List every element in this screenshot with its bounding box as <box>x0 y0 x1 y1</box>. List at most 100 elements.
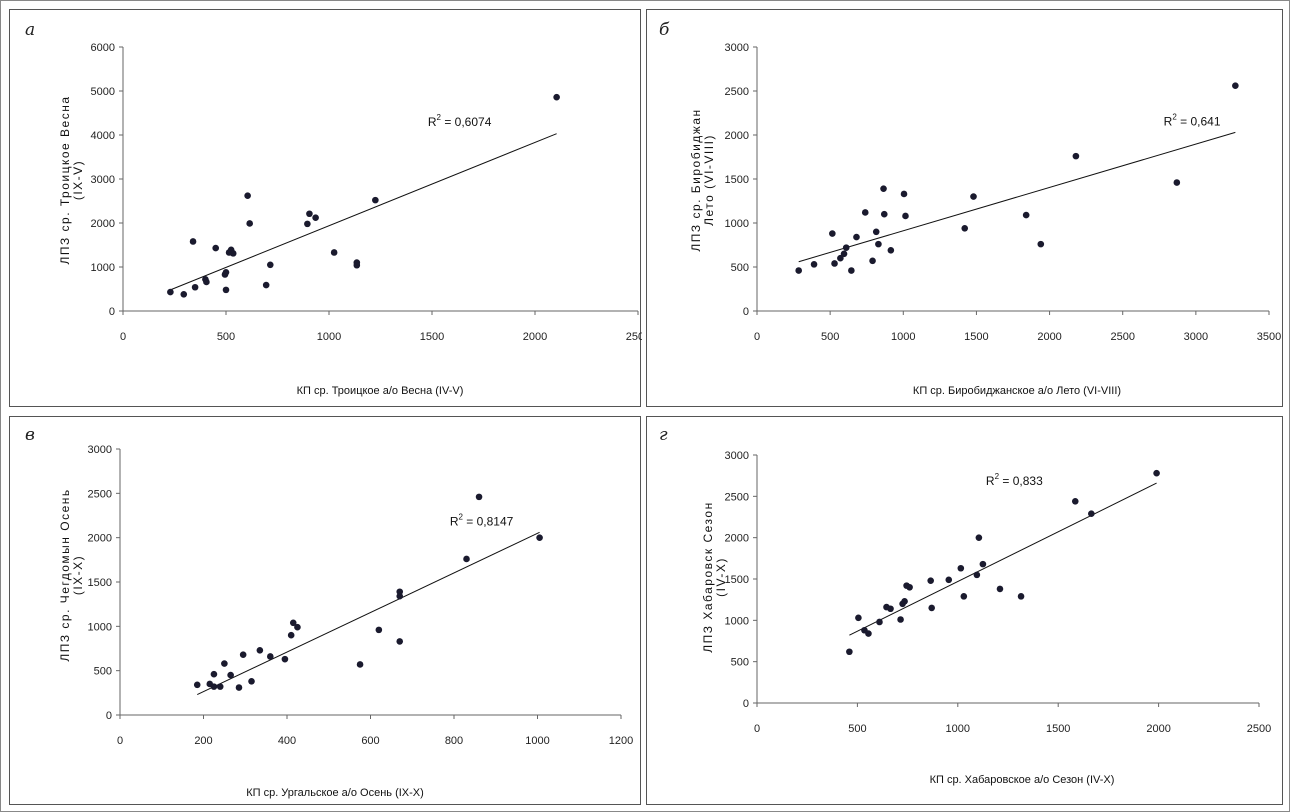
x-tick-label: 1500 <box>1046 723 1070 735</box>
r-squared-label: R2 = 0,641 <box>1164 112 1221 128</box>
data-point <box>861 209 869 216</box>
y-tick-label: 2000 <box>725 130 749 142</box>
chart-panel-b: б 0 500 1000 1500 2000 2500 3000 0 500 1000 1500 20… <box>646 9 1283 407</box>
data-point <box>216 683 224 690</box>
x-axis-label: КП ср. Хабаровское а/о Сезон (IV-X) <box>929 774 1115 786</box>
x-tick-label: 2500 <box>1110 331 1134 343</box>
data-point <box>246 220 253 227</box>
x-tick-label: 2500 <box>626 331 642 343</box>
data-point <box>372 196 379 204</box>
data-point <box>1232 82 1239 90</box>
r-squared-label: R2 = 0,6074 <box>428 113 492 129</box>
y-tick-label: 1000 <box>91 262 115 274</box>
y-tick-label: 1500 <box>725 574 749 586</box>
data-point <box>846 648 853 656</box>
data-point <box>975 534 983 541</box>
data-point <box>180 290 188 298</box>
data-point <box>906 583 913 591</box>
y-tick-label: 1000 <box>725 218 749 230</box>
x-tick-label: 1500 <box>420 331 444 343</box>
data-point <box>210 670 218 678</box>
scatter-plot-d: 0 500 1000 1500 2000 2500 3000 0 500 1000 1500 2000… <box>725 450 1272 735</box>
x-tick-label: 0 <box>120 331 126 343</box>
data-point <box>287 631 295 639</box>
x-tick-label: 500 <box>848 723 866 735</box>
r-squared-label: R2 = 0,833 <box>986 472 1043 488</box>
data-point <box>244 192 251 200</box>
data-point <box>281 655 289 663</box>
data-point <box>973 571 981 579</box>
y-tick-label: 3000 <box>91 174 115 186</box>
data-point <box>970 193 977 200</box>
data-point <box>848 267 855 274</box>
y-tick-label: 0 <box>743 698 749 710</box>
data-point <box>353 261 361 269</box>
y-tick-label: 3000 <box>88 444 112 456</box>
x-tick-label: 1000 <box>891 331 915 343</box>
data-point <box>1071 497 1079 505</box>
x-tick-label: 1000 <box>525 735 549 747</box>
data-point <box>960 593 968 600</box>
y-tick-label: 1500 <box>88 577 112 589</box>
data-point <box>235 684 243 691</box>
data-point <box>876 618 883 626</box>
y-tick-label: 2500 <box>88 488 112 500</box>
y-tick-label: 1000 <box>725 615 749 627</box>
data-point <box>304 220 311 228</box>
scatter-plot-a: 0 1000 2000 3000 4000 5000 6000 0 500 1000 1500 200… <box>91 42 642 343</box>
x-tick-label: 600 <box>361 735 379 747</box>
data-point <box>897 616 904 623</box>
data-point <box>880 185 887 192</box>
trendline <box>197 531 540 696</box>
data-point <box>1037 240 1045 248</box>
data-point <box>1088 510 1095 517</box>
data-point <box>957 564 965 572</box>
data-point <box>167 288 174 296</box>
y-tick-label: 0 <box>106 710 112 722</box>
data-point <box>221 660 228 667</box>
data-point <box>463 555 470 563</box>
data-point <box>193 681 201 689</box>
data-point <box>902 212 909 220</box>
x-tick-label: 800 <box>445 735 463 747</box>
y-tick-label: 1500 <box>725 174 749 186</box>
x-axis-label: КП ср. Ургальское а/о Осень (IX-X) <box>246 787 424 799</box>
data-point <box>203 278 210 286</box>
data-point <box>875 240 882 248</box>
data-point <box>810 261 818 268</box>
data-point <box>222 286 230 294</box>
data-point <box>248 678 255 685</box>
x-tick-label: 500 <box>217 331 235 343</box>
data-point <box>996 585 1004 593</box>
y-tick-label: 5000 <box>91 86 115 98</box>
data-point <box>189 238 197 245</box>
data-point <box>901 598 908 605</box>
data-point <box>191 283 199 291</box>
chart-panel-a: а 0 1000 2000 3000 4000 5000 6000 0 500 1000 1500 2… <box>9 9 642 407</box>
y-axis-label: ЛПЗ Хабаровск Сезон (IV-X) <box>701 501 728 653</box>
data-point <box>256 646 264 654</box>
data-point <box>210 683 218 690</box>
x-tick-label: 500 <box>821 331 839 343</box>
data-point <box>294 623 301 631</box>
data-point <box>855 614 862 622</box>
y-tick-label: 6000 <box>91 42 115 54</box>
data-point <box>872 228 880 236</box>
data-point <box>553 93 560 101</box>
y-tick-label: 2000 <box>725 533 749 545</box>
x-tick-label: 3000 <box>1184 331 1208 343</box>
data-point <box>375 626 383 634</box>
y-tick-label: 4000 <box>91 130 115 142</box>
scatter-plot-c: 0 500 1000 1500 2000 2500 3000 0 200 400 600 800 100… <box>88 444 634 747</box>
data-point <box>212 244 219 252</box>
x-tick-label: 1200 <box>609 735 633 747</box>
data-point <box>853 233 860 241</box>
x-tick-label: 1000 <box>317 331 341 343</box>
x-tick-label: 3500 <box>1257 331 1281 343</box>
x-tick-label: 2500 <box>1247 723 1271 735</box>
x-tick-label: 200 <box>194 735 212 747</box>
data-point <box>961 224 969 232</box>
data-point <box>266 261 274 269</box>
data-point <box>229 250 237 257</box>
data-point <box>289 619 297 627</box>
